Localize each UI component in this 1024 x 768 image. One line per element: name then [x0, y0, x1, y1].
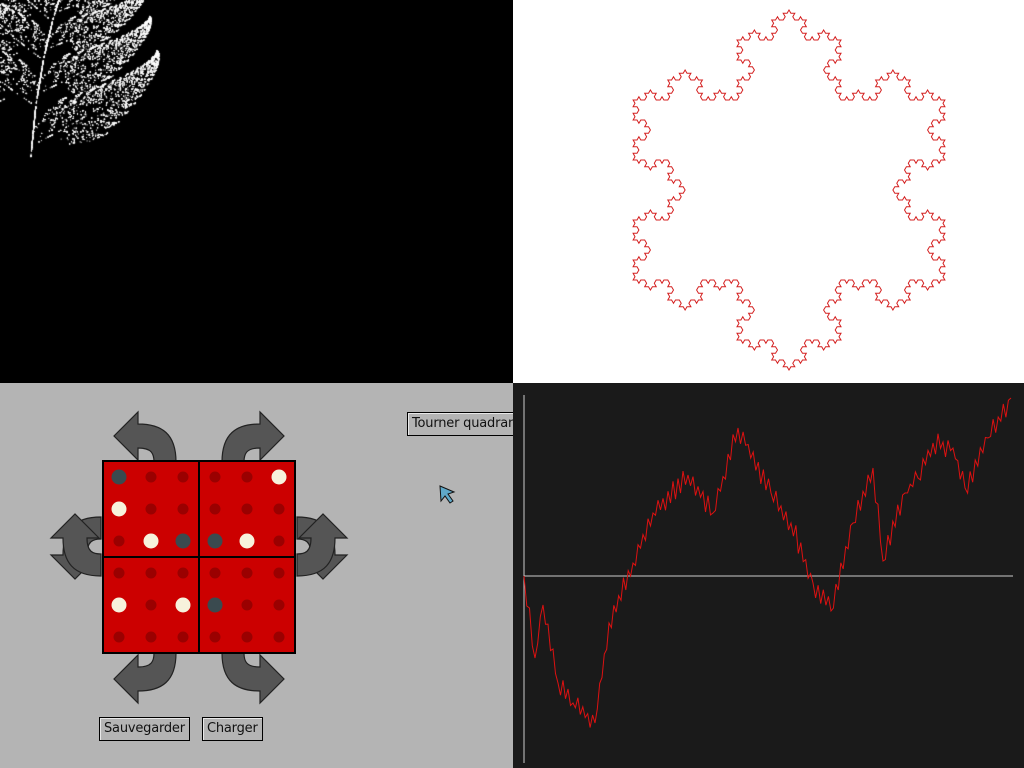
- board-hole[interactable]: [177, 631, 189, 643]
- board-hole[interactable]: [113, 631, 125, 643]
- board-hole[interactable]: [177, 567, 189, 579]
- board-hole[interactable]: [145, 631, 157, 643]
- mouse-pointer-icon: [439, 485, 456, 504]
- save-button[interactable]: Sauvegarder: [99, 717, 190, 741]
- board-hole[interactable]: [241, 471, 253, 483]
- board-hole[interactable]: [209, 503, 221, 515]
- board-hole[interactable]: [209, 567, 221, 579]
- barnsley-fern: [0, 0, 513, 383]
- board-hole[interactable]: [113, 567, 125, 579]
- board-hole[interactable]: [273, 535, 285, 547]
- white-marble: [239, 533, 255, 549]
- board-hole[interactable]: [241, 631, 253, 643]
- board-hole[interactable]: [177, 503, 189, 515]
- black-marble: [207, 533, 223, 549]
- board-hole[interactable]: [273, 567, 285, 579]
- koch-snowflake: [632, 8, 946, 372]
- white-marble: [111, 597, 127, 613]
- load-button[interactable]: Charger: [202, 717, 263, 741]
- board-hole[interactable]: [241, 599, 253, 611]
- snowflake-outline: [632, 8, 946, 372]
- curved-arrow-icon[interactable]: [113, 411, 177, 463]
- walk-line: [523, 397, 1012, 728]
- curved-arrow-icon[interactable]: [221, 411, 285, 463]
- board-hole[interactable]: [273, 503, 285, 515]
- rotate-quadrant-button[interactable]: Tourner quadrant: [407, 412, 513, 436]
- curved-arrow-icon[interactable]: [221, 652, 285, 704]
- fern-points: [0, 0, 513, 383]
- pentago-board-area: [50, 411, 456, 704]
- white-marble: [143, 533, 159, 549]
- board-hole[interactable]: [209, 471, 221, 483]
- board-hole[interactable]: [145, 471, 157, 483]
- random-walk-panel: [513, 383, 1024, 768]
- curved-arrow-icon[interactable]: [113, 652, 177, 704]
- snowflake-panel: [513, 0, 1024, 383]
- board-hole[interactable]: [177, 471, 189, 483]
- white-marble: [175, 597, 191, 613]
- fern-panel: [0, 0, 513, 383]
- board-hole[interactable]: [145, 599, 157, 611]
- black-marble: [111, 469, 127, 485]
- white-marble: [111, 501, 127, 517]
- board-hole[interactable]: [113, 535, 125, 547]
- random-walk-plot: [523, 395, 1013, 763]
- board-hole[interactable]: [145, 567, 157, 579]
- black-marble: [207, 597, 223, 613]
- board-hole[interactable]: [273, 631, 285, 643]
- board-hole[interactable]: [209, 631, 221, 643]
- pentago-panel: Tourner quadrant Sauvegarder Charger: [0, 383, 513, 768]
- board-hole[interactable]: [241, 567, 253, 579]
- board-hole[interactable]: [241, 503, 253, 515]
- board-hole[interactable]: [273, 599, 285, 611]
- board-hole[interactable]: [145, 503, 157, 515]
- white-marble: [271, 469, 287, 485]
- black-marble: [175, 533, 191, 549]
- game-board[interactable]: [102, 460, 296, 654]
